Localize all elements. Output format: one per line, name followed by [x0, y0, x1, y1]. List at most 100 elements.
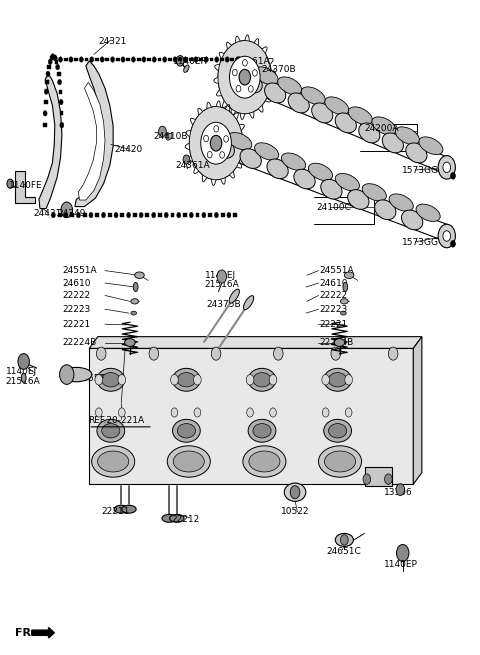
Ellipse shape [321, 179, 342, 199]
Circle shape [201, 122, 231, 164]
Circle shape [118, 375, 126, 385]
Bar [52, 54, 56, 58]
Text: 24361A: 24361A [235, 57, 270, 66]
Ellipse shape [169, 514, 184, 522]
Circle shape [215, 57, 219, 62]
Ellipse shape [288, 93, 309, 113]
Circle shape [58, 79, 61, 85]
Circle shape [451, 173, 456, 179]
Circle shape [396, 483, 405, 495]
Text: 1140EJ: 1140EJ [204, 271, 236, 280]
Bar [158, 213, 162, 217]
Circle shape [95, 375, 103, 385]
Circle shape [149, 347, 158, 360]
Ellipse shape [248, 368, 276, 391]
Circle shape [176, 56, 184, 66]
Text: 13396: 13396 [384, 488, 412, 496]
Ellipse shape [308, 163, 333, 181]
Circle shape [119, 408, 125, 417]
Circle shape [322, 375, 329, 385]
Circle shape [211, 347, 221, 360]
Text: 24610: 24610 [320, 278, 348, 288]
Circle shape [44, 89, 48, 94]
Circle shape [323, 408, 329, 417]
Circle shape [127, 212, 131, 218]
Text: 24370B: 24370B [262, 65, 296, 74]
Ellipse shape [348, 107, 372, 124]
Bar [84, 58, 88, 62]
Circle shape [443, 162, 451, 173]
Circle shape [164, 212, 168, 218]
Circle shape [60, 365, 74, 384]
Text: 24431: 24431 [33, 209, 61, 218]
Ellipse shape [173, 451, 204, 472]
Ellipse shape [97, 368, 125, 391]
Text: 24200A: 24200A [364, 124, 399, 133]
Bar [64, 58, 68, 62]
Circle shape [177, 212, 181, 218]
Polygon shape [413, 337, 422, 484]
Circle shape [152, 57, 156, 62]
Circle shape [210, 136, 222, 151]
Bar [147, 58, 151, 62]
Circle shape [345, 408, 352, 417]
Bar [365, 468, 392, 485]
Circle shape [183, 155, 190, 164]
Circle shape [340, 534, 348, 545]
Bar [133, 213, 137, 217]
Text: 1140EJ: 1140EJ [5, 367, 36, 377]
Circle shape [193, 375, 201, 385]
Ellipse shape [264, 83, 286, 103]
Text: 24321: 24321 [99, 37, 127, 46]
Circle shape [217, 270, 227, 283]
Circle shape [132, 57, 135, 62]
Text: 24350: 24350 [202, 139, 230, 147]
Ellipse shape [241, 73, 262, 93]
Ellipse shape [228, 132, 252, 150]
Ellipse shape [389, 194, 413, 211]
Circle shape [121, 57, 125, 62]
Ellipse shape [334, 339, 345, 346]
Bar [179, 58, 182, 62]
Text: 22223: 22223 [320, 305, 348, 314]
Polygon shape [75, 61, 113, 206]
Bar [145, 213, 149, 217]
Ellipse shape [396, 127, 420, 145]
Ellipse shape [133, 282, 138, 291]
Circle shape [384, 474, 392, 484]
Circle shape [76, 212, 81, 218]
Ellipse shape [324, 451, 356, 472]
Polygon shape [89, 337, 422, 348]
Polygon shape [89, 348, 413, 484]
Text: 22224B: 22224B [62, 338, 96, 347]
Text: 22223: 22223 [62, 305, 90, 314]
Circle shape [194, 57, 198, 62]
Circle shape [236, 57, 242, 66]
Bar [233, 213, 237, 217]
Circle shape [189, 107, 243, 179]
Polygon shape [39, 74, 62, 208]
Circle shape [270, 408, 276, 417]
Circle shape [290, 485, 300, 498]
Text: 24551A: 24551A [320, 266, 354, 275]
Ellipse shape [344, 272, 354, 278]
Bar [230, 58, 234, 62]
Circle shape [220, 152, 225, 159]
Bar [70, 213, 74, 217]
Circle shape [229, 56, 260, 98]
Circle shape [69, 57, 73, 62]
Circle shape [242, 60, 247, 66]
Circle shape [249, 86, 253, 92]
Ellipse shape [61, 367, 92, 382]
Circle shape [396, 544, 409, 561]
Text: 24551A: 24551A [62, 266, 96, 275]
Bar [96, 213, 99, 217]
Ellipse shape [167, 446, 210, 477]
Ellipse shape [97, 451, 129, 472]
Ellipse shape [177, 373, 195, 387]
Text: 22222: 22222 [320, 291, 348, 300]
Bar [57, 72, 60, 76]
Text: 10522: 10522 [281, 508, 309, 516]
Ellipse shape [166, 133, 172, 140]
Text: FR.: FR. [15, 627, 36, 638]
